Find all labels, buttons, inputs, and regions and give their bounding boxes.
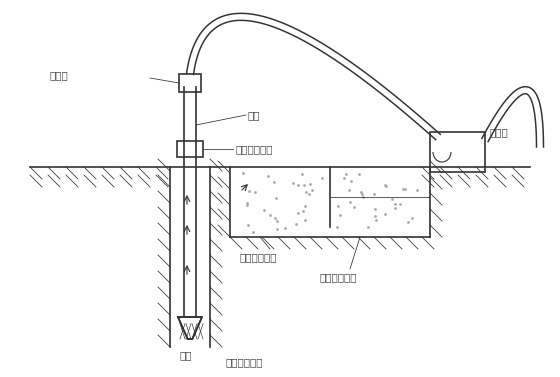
Text: 钻机回转装置: 钻机回转装置 xyxy=(235,144,273,154)
Bar xyxy=(179,74,201,92)
Text: 泥浆循环方向: 泥浆循环方向 xyxy=(225,357,263,367)
Text: 沉淀池及沉渣: 沉淀池及沉渣 xyxy=(240,252,278,262)
Polygon shape xyxy=(178,317,202,339)
Text: 钻头: 钻头 xyxy=(180,350,193,360)
Text: 水龙头: 水龙头 xyxy=(50,70,69,80)
Text: 钻杆: 钻杆 xyxy=(248,110,260,120)
Bar xyxy=(430,132,485,172)
Text: 泥浆泵: 泥浆泵 xyxy=(489,127,508,137)
Text: 泥浆池及泥浆: 泥浆池及泥浆 xyxy=(320,272,357,282)
Bar xyxy=(177,141,203,157)
